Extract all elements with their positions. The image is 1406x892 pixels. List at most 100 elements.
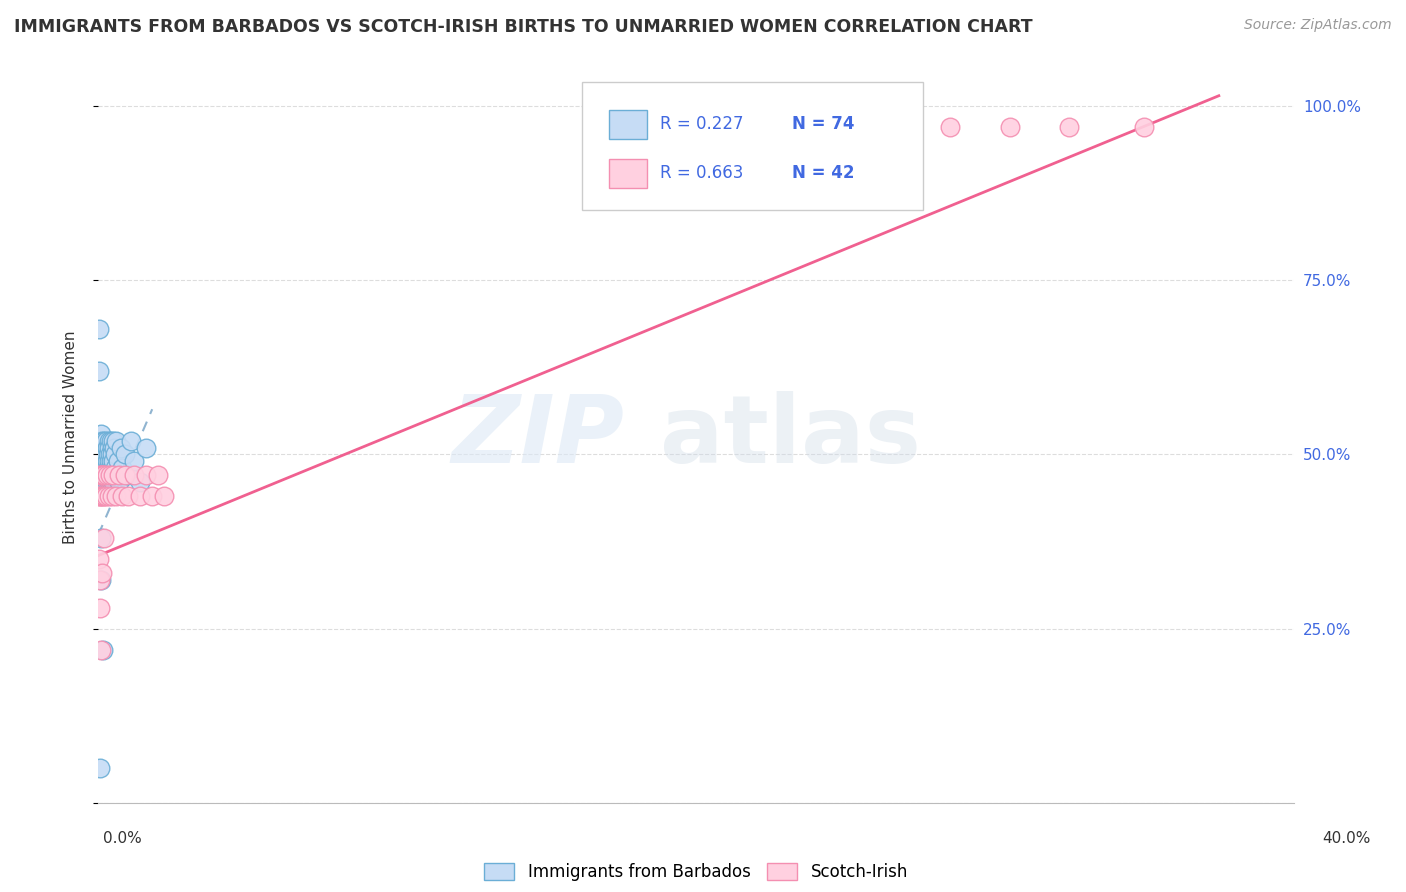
Point bbox=[90, 461, 112, 475]
Point bbox=[114, 448, 136, 462]
Legend: Immigrants from Barbados, Scotch-Irish: Immigrants from Barbados, Scotch-Irish bbox=[475, 855, 917, 889]
Text: R = 0.227: R = 0.227 bbox=[661, 115, 744, 134]
Point bbox=[98, 475, 121, 490]
Point bbox=[89, 573, 111, 587]
Point bbox=[87, 461, 110, 475]
Point bbox=[129, 489, 152, 503]
Point bbox=[87, 364, 110, 378]
Point bbox=[153, 489, 176, 503]
Point bbox=[111, 489, 134, 503]
Point bbox=[101, 489, 124, 503]
Point bbox=[90, 642, 112, 657]
Point bbox=[94, 461, 117, 475]
Point bbox=[105, 434, 128, 448]
Point bbox=[124, 468, 146, 483]
Point bbox=[90, 573, 112, 587]
Text: Source: ZipAtlas.com: Source: ZipAtlas.com bbox=[1244, 18, 1392, 32]
Point bbox=[110, 441, 132, 455]
Text: N = 74: N = 74 bbox=[792, 115, 853, 134]
Text: 40.0%: 40.0% bbox=[1323, 831, 1371, 846]
Point bbox=[103, 441, 125, 455]
Point bbox=[120, 434, 142, 448]
Point bbox=[100, 441, 122, 455]
Point bbox=[91, 434, 114, 448]
Point bbox=[94, 448, 117, 462]
Point bbox=[89, 761, 111, 775]
Point bbox=[111, 461, 134, 475]
Point bbox=[96, 475, 118, 490]
Point bbox=[98, 441, 121, 455]
Y-axis label: Births to Unmarried Women: Births to Unmarried Women bbox=[63, 330, 77, 544]
Point bbox=[103, 461, 125, 475]
Point bbox=[97, 448, 120, 462]
Point bbox=[124, 454, 146, 468]
Point bbox=[129, 475, 152, 490]
Point bbox=[96, 454, 118, 468]
Point bbox=[89, 448, 111, 462]
Point bbox=[98, 461, 121, 475]
Point bbox=[90, 468, 112, 483]
Point bbox=[93, 531, 115, 545]
Point bbox=[820, 120, 842, 134]
Point bbox=[114, 468, 136, 483]
Point bbox=[91, 468, 114, 483]
Text: 0.0%: 0.0% bbox=[103, 831, 142, 846]
Point bbox=[91, 468, 114, 483]
Point bbox=[775, 161, 797, 176]
Point bbox=[101, 454, 124, 468]
Point bbox=[89, 489, 111, 503]
Point bbox=[101, 461, 124, 475]
Point bbox=[117, 489, 139, 503]
Point bbox=[91, 566, 114, 580]
Point bbox=[90, 475, 112, 490]
Point bbox=[91, 475, 114, 490]
Point bbox=[93, 468, 115, 483]
Point bbox=[94, 441, 117, 455]
Point bbox=[103, 468, 125, 483]
Point bbox=[97, 461, 120, 475]
Point bbox=[1133, 120, 1156, 134]
Point bbox=[101, 434, 124, 448]
FancyBboxPatch shape bbox=[609, 110, 647, 139]
Point bbox=[103, 475, 125, 490]
Point bbox=[89, 441, 111, 455]
Point bbox=[107, 454, 129, 468]
Point bbox=[148, 468, 170, 483]
Text: N = 42: N = 42 bbox=[792, 164, 853, 182]
Point bbox=[94, 489, 117, 503]
Point bbox=[90, 531, 112, 545]
Point bbox=[108, 475, 131, 490]
Text: ZIP: ZIP bbox=[451, 391, 624, 483]
Point bbox=[89, 468, 111, 483]
Point bbox=[90, 448, 112, 462]
Point bbox=[96, 468, 118, 483]
Point bbox=[91, 468, 114, 483]
Point bbox=[939, 120, 962, 134]
Point bbox=[101, 448, 124, 462]
Text: IMMIGRANTS FROM BARBADOS VS SCOTCH-IRISH BIRTHS TO UNMARRIED WOMEN CORRELATION C: IMMIGRANTS FROM BARBADOS VS SCOTCH-IRISH… bbox=[14, 18, 1032, 36]
Point bbox=[117, 468, 139, 483]
Point bbox=[91, 642, 114, 657]
Point bbox=[93, 448, 115, 462]
Point bbox=[100, 468, 122, 483]
Point bbox=[97, 468, 120, 483]
Point bbox=[745, 120, 768, 134]
Point bbox=[91, 448, 114, 462]
Point bbox=[90, 489, 112, 503]
Point bbox=[100, 454, 122, 468]
Point bbox=[91, 441, 114, 455]
Point bbox=[97, 454, 120, 468]
Point bbox=[91, 489, 114, 503]
Point bbox=[96, 468, 118, 483]
Point bbox=[104, 448, 127, 462]
Point bbox=[87, 489, 110, 503]
Point bbox=[93, 489, 115, 503]
Point bbox=[669, 120, 692, 134]
Point bbox=[93, 454, 115, 468]
Point bbox=[96, 441, 118, 455]
Point bbox=[97, 489, 120, 503]
Point bbox=[89, 454, 111, 468]
Point bbox=[1059, 120, 1081, 134]
Point bbox=[108, 468, 131, 483]
Point bbox=[100, 475, 122, 490]
